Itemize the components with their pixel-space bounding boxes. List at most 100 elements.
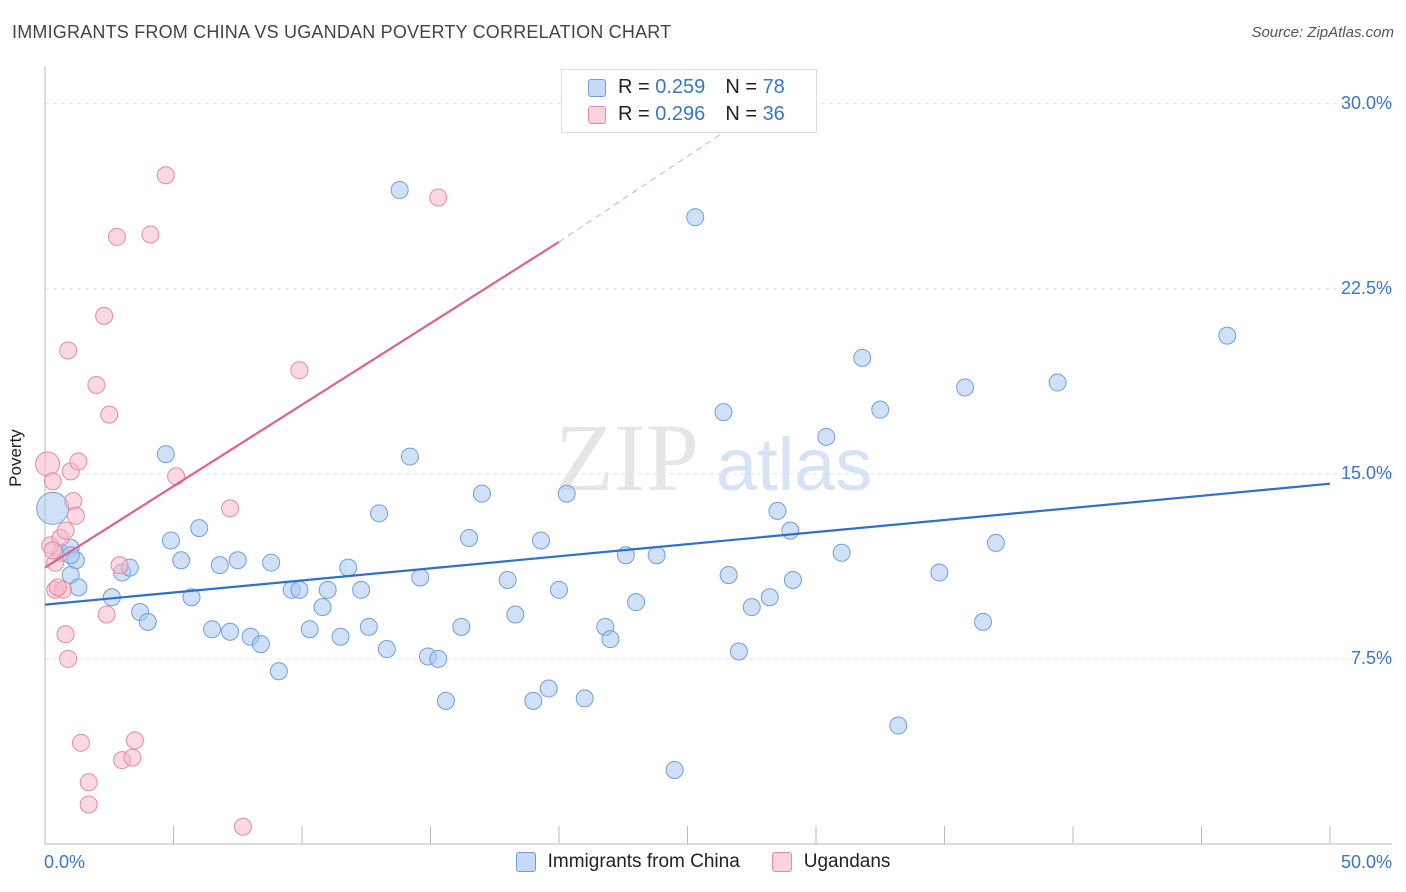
china-point <box>832 543 851 562</box>
china-point <box>575 689 594 708</box>
china-point <box>156 445 175 464</box>
china-trend-line <box>44 482 1331 606</box>
y-tick-label: 15.0% <box>1340 462 1392 483</box>
china-point <box>974 612 993 631</box>
ugandans-point <box>156 166 175 185</box>
legend-item-china[interactable]: Immigrants from China <box>515 851 740 873</box>
china-point <box>138 612 157 631</box>
ugandans-point <box>221 499 240 518</box>
china-point <box>313 598 332 617</box>
ugandans-point <box>59 341 78 360</box>
legend-r-value: 0.296 <box>655 103 706 125</box>
ugandans-point <box>79 795 98 814</box>
ugandans-point <box>48 578 67 597</box>
china-point <box>61 546 80 565</box>
ugandans-point <box>95 306 114 325</box>
china-point <box>290 580 309 599</box>
ugandans-point <box>167 467 186 486</box>
china-point <box>210 556 229 575</box>
ugandans-point <box>69 452 88 471</box>
china-point <box>172 551 191 570</box>
china-point <box>203 620 222 639</box>
china-point <box>930 563 949 582</box>
ugandans-point <box>56 625 75 644</box>
ugandans-point <box>64 491 83 510</box>
legend-label-china: Immigrants from China <box>547 851 740 872</box>
china-point <box>986 533 1005 552</box>
china-point <box>460 529 479 547</box>
china-point <box>228 551 247 570</box>
china-point <box>69 578 88 597</box>
china-point <box>714 403 733 422</box>
china-point <box>781 521 800 540</box>
china-point <box>1218 326 1237 345</box>
china-point <box>889 716 908 735</box>
ugandans-trend-extension <box>558 113 753 243</box>
watermark-atlas: atlas <box>716 423 872 506</box>
china-point <box>429 649 448 668</box>
china-point <box>665 760 684 779</box>
china-point <box>339 558 358 577</box>
watermark: ZIP atlas <box>555 404 872 511</box>
china-point <box>182 588 201 607</box>
legend-r-label: R = <box>618 76 650 98</box>
ugandans-point <box>97 605 116 624</box>
legend-n-value: 78 <box>762 76 785 98</box>
legend-r-label: R = <box>618 103 650 125</box>
china-point <box>36 491 70 525</box>
china-point <box>647 546 666 565</box>
chart-title: IMMIGRANTS FROM CHINA VS UGANDAN POVERTY… <box>12 22 672 42</box>
legend-swatch-ugandans <box>588 105 606 124</box>
china-point <box>1048 373 1067 392</box>
ugandans-point <box>123 748 142 767</box>
legend-swatch-china <box>588 78 606 97</box>
china-point <box>719 566 738 585</box>
data-points <box>35 166 1237 836</box>
ugandans-point <box>35 451 61 477</box>
ugandans-point <box>110 556 129 575</box>
chart-source: Source: ZipAtlas.com <box>1251 24 1394 41</box>
legend-n-value: 36 <box>762 103 785 125</box>
china-point <box>498 570 517 589</box>
china-point <box>557 484 576 503</box>
china-point <box>760 588 779 607</box>
china-point <box>524 691 543 710</box>
china-point <box>390 181 409 200</box>
ugandans-point <box>125 731 144 750</box>
y-axis-label: Poverty <box>6 429 25 487</box>
china-point <box>956 378 975 397</box>
china-point <box>377 640 396 659</box>
china-point <box>452 617 471 636</box>
ugandans-point <box>233 817 252 836</box>
ugandans-point <box>429 188 448 207</box>
series-legend: Immigrants from China Ugandans <box>0 851 1406 873</box>
ugandans-point <box>59 649 78 668</box>
ugandans-trend-line <box>44 240 560 569</box>
gridlines <box>45 103 1392 660</box>
ugandans-point <box>56 521 75 540</box>
china-point <box>161 531 180 550</box>
ugandans-point <box>107 227 126 246</box>
y-tick-label: 22.5% <box>1340 277 1392 298</box>
legend-swatch-china <box>515 852 536 872</box>
china-point <box>627 593 646 612</box>
trend-lines <box>44 113 1331 606</box>
china-point <box>686 208 705 227</box>
legend-r-value: 0.259 <box>655 76 706 98</box>
x-tick-min: 0.0% <box>44 852 86 872</box>
china-point <box>318 580 337 599</box>
china-point <box>742 598 761 617</box>
china-point <box>370 504 389 523</box>
china-point <box>221 622 240 641</box>
china-point <box>411 568 430 587</box>
china-point <box>729 642 748 661</box>
china-point <box>190 519 209 538</box>
legend-item-ugandans[interactable]: Ugandans <box>771 851 890 873</box>
ugandans-point <box>141 225 160 244</box>
china-point <box>251 635 270 654</box>
legend-swatch-ugandans <box>771 852 792 872</box>
correlation-legend: R = 0.259 N = 78 R = 0.296 N = 36 <box>561 69 817 133</box>
china-point <box>331 627 350 646</box>
ugandans-point <box>79 773 98 792</box>
china-point <box>532 531 551 550</box>
